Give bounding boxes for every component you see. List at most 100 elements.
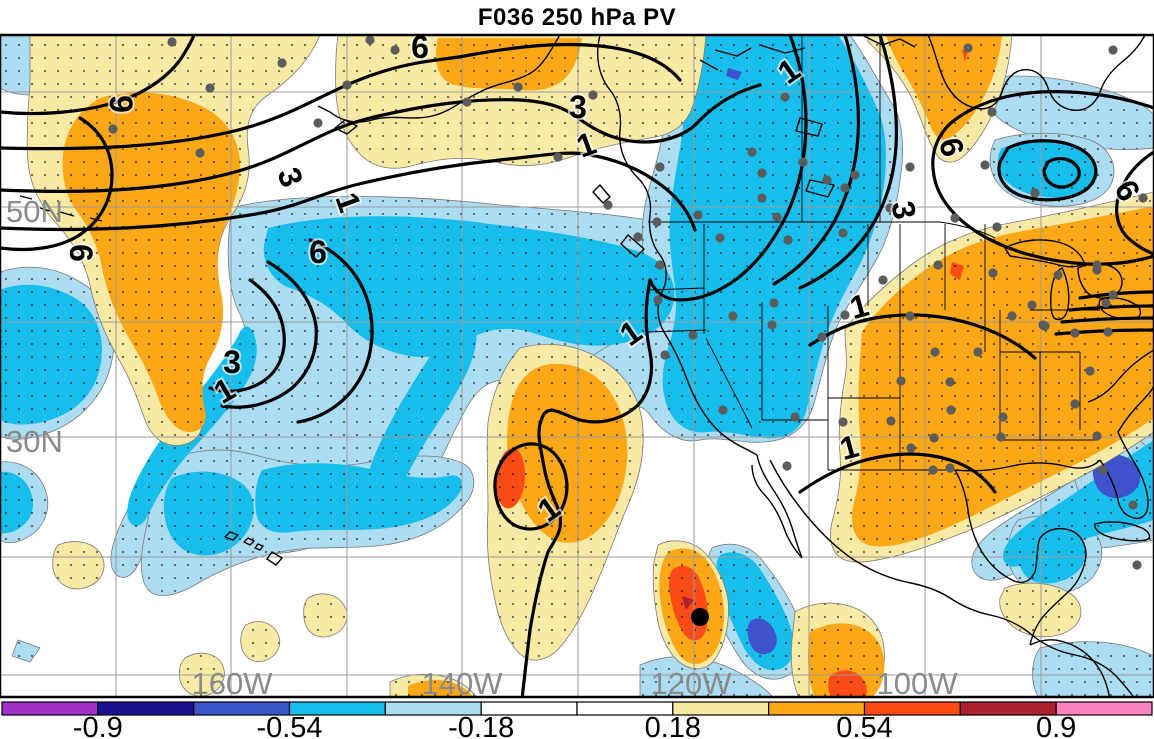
station-dot <box>688 330 698 340</box>
station-dot <box>946 405 956 415</box>
contour-label: 3 <box>223 344 241 380</box>
station-dot <box>783 235 793 245</box>
shaded-region-yl <box>240 621 281 663</box>
station-dot <box>715 233 725 243</box>
station-dot <box>933 260 943 270</box>
shaded-region-ro <box>962 50 968 62</box>
station-dot <box>365 35 375 45</box>
shaded-region-or <box>62 92 240 433</box>
station-dot <box>108 124 118 134</box>
station-dot <box>987 107 997 117</box>
shaded-region-or <box>886 35 1002 140</box>
station-dot <box>1092 431 1102 441</box>
station-dot <box>973 347 983 357</box>
station-dot <box>342 80 352 90</box>
contour-label: 9 <box>103 95 139 113</box>
pv-contour-line <box>1115 150 1154 256</box>
coastline <box>1099 384 1154 520</box>
contour-label: 6 <box>309 234 327 270</box>
station-dot <box>780 92 790 102</box>
shaded-region-dr <box>682 596 694 610</box>
state-border <box>647 329 707 333</box>
station-dot <box>195 148 205 158</box>
coastline <box>317 35 561 123</box>
station-dot <box>1128 500 1138 510</box>
station-dot <box>782 461 792 471</box>
station-dot <box>1098 465 1108 475</box>
station-dot <box>1027 300 1037 310</box>
station-dot <box>1108 290 1118 300</box>
coastline <box>1087 349 1154 403</box>
station-dot <box>390 45 400 55</box>
station-dot <box>313 118 323 128</box>
coastline <box>927 35 1146 112</box>
station-dot <box>1103 327 1113 337</box>
shaded-region-ry <box>726 68 742 80</box>
station-dot <box>930 347 940 357</box>
station-dot <box>1070 399 1080 409</box>
coastline <box>254 543 264 551</box>
coastline <box>699 59 719 71</box>
map-frame <box>0 33 1154 699</box>
station-dot <box>1007 311 1017 321</box>
station-dot <box>885 203 895 213</box>
station-dot <box>998 412 1008 422</box>
colorbar-tick-label: 0.9 <box>1036 712 1076 739</box>
station-dot <box>660 350 670 360</box>
shaded-region-or <box>436 38 582 91</box>
shaded-region-ry <box>747 618 777 655</box>
station-dot <box>653 295 663 305</box>
station-dot <box>905 162 915 172</box>
shaded-region-yl <box>52 541 105 590</box>
station-dot <box>929 433 939 443</box>
shaded-region-cy <box>0 471 34 534</box>
station-dot <box>945 463 955 473</box>
station-dot <box>513 82 523 92</box>
coastline <box>714 47 752 57</box>
contour-label: 3 <box>885 198 924 222</box>
contour-label: 3 <box>569 89 587 125</box>
colorbar-tick-label: 0.18 <box>645 712 701 739</box>
station-dot <box>655 260 665 270</box>
station-dot <box>838 228 848 238</box>
station-dot <box>633 232 643 242</box>
station-dot <box>996 432 1006 442</box>
coastline <box>1049 267 1070 321</box>
station-dot <box>1040 321 1050 331</box>
station-dot <box>790 412 800 422</box>
contour-label: 3 <box>270 163 310 192</box>
station-dot <box>886 416 896 426</box>
station-dot <box>896 376 906 386</box>
station-dot <box>757 168 767 178</box>
coastline <box>1004 239 1085 268</box>
station-dot <box>1138 193 1148 203</box>
colorbar-tick-label: 0.54 <box>836 712 892 739</box>
pv-contour-line <box>208 278 286 393</box>
station-dot <box>1053 270 1063 280</box>
coastline <box>266 551 283 566</box>
pv-contour-line <box>808 313 1037 360</box>
coastline <box>59 211 75 217</box>
colorbar: -0.9 -0.54 -0.18 0.18 0.54 0.9 <box>1 701 1153 739</box>
shaded-region-yl <box>303 593 348 638</box>
colorbar-tick-label: -0.18 <box>448 712 514 739</box>
colorbar-tick-label: -0.54 <box>256 712 322 739</box>
coastline <box>769 459 1135 697</box>
pv-contour-line <box>798 452 997 494</box>
pv-contour-line <box>520 278 654 697</box>
contour-label: 6 <box>411 29 429 65</box>
station-dot <box>980 160 990 170</box>
coastline <box>751 464 803 559</box>
station-dot <box>655 162 665 172</box>
station-dot <box>817 332 827 342</box>
state-border <box>649 287 705 291</box>
pv-contour-line <box>220 260 318 409</box>
pv-contour-line <box>1060 316 1154 324</box>
coastline <box>861 35 916 48</box>
shaded-region-ry <box>1092 454 1141 499</box>
page-title: F036 250 hPa PV <box>477 4 677 31</box>
shaded-region-cy <box>367 307 477 504</box>
